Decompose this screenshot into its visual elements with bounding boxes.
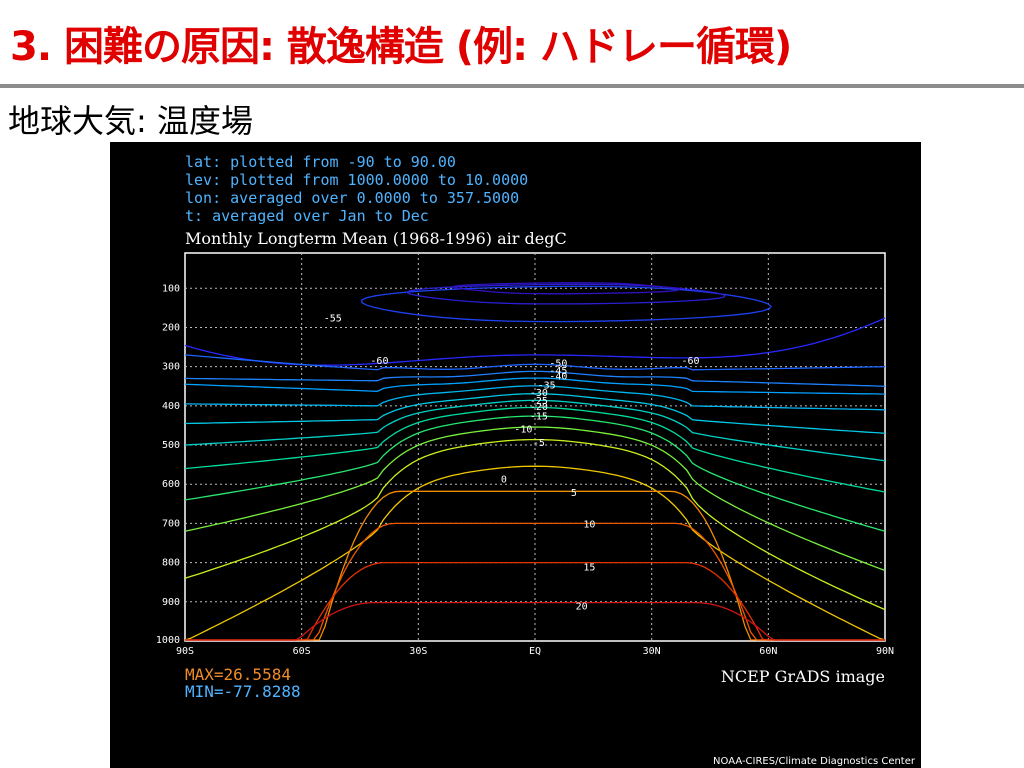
- contour-line: [184, 393, 886, 434]
- contour-chart: lat: plotted from -90 to 90.00 lev: plot…: [156, 153, 916, 767]
- y-tick-label: 1000: [156, 635, 180, 646]
- temperature-contour-figure: lat: plotted from -90 to 90.00 lev: plot…: [110, 142, 921, 768]
- contour-label: 0: [501, 474, 507, 485]
- contour-label: -5: [533, 438, 545, 449]
- x-tick-label: 60N: [759, 646, 777, 657]
- min-value-text: MIN=-77.8288: [185, 682, 301, 701]
- chart-title: Monthly Longterm Mean (1968-1996) air de…: [185, 229, 567, 248]
- y-tick-label: 900: [162, 597, 180, 608]
- contour-label: -45: [549, 366, 567, 377]
- y-tick-label: 400: [162, 401, 180, 412]
- contour-label: -40: [549, 371, 567, 382]
- contour-line: [185, 561, 885, 641]
- max-value-text: MAX=26.5584: [185, 665, 291, 684]
- x-tick-label: 30S: [409, 646, 427, 657]
- contour-label: -15: [530, 412, 548, 423]
- y-tick-label: 300: [162, 362, 180, 373]
- contour-line: [360, 285, 772, 323]
- contour-label: 15: [583, 563, 595, 574]
- contour-line: [184, 426, 886, 572]
- contour-label: -20: [530, 402, 548, 413]
- x-tick-label: EQ: [529, 646, 541, 657]
- contour-line: [184, 399, 886, 462]
- info-line-lev: lev: plotted from 1000.0000 to 10.0000: [185, 171, 528, 189]
- contour-label: 10: [583, 519, 595, 530]
- contour-line: [185, 385, 886, 411]
- credit-text: NOAA-CIRES/Climate Diagnostics Center: [713, 756, 916, 767]
- x-tick-label: 90N: [876, 646, 894, 657]
- contour-label: -30: [530, 388, 548, 399]
- grads-image-label: NCEP GrADS image: [721, 667, 885, 686]
- y-tick-label: 100: [162, 283, 180, 294]
- contour-line: [185, 522, 885, 641]
- contour-line: [184, 370, 886, 387]
- contour-line: [184, 465, 886, 641]
- contour-line: [184, 415, 886, 532]
- contour-label: -55: [324, 314, 342, 325]
- y-tick-label: 800: [162, 558, 180, 569]
- contour-line: [185, 601, 885, 641]
- slide-title: 3. 困難の原因: 散逸構造 (例: ハドレー循環): [10, 24, 792, 70]
- slide-subtitle: 地球大気: 温度場: [8, 102, 253, 140]
- contour-label: -60: [682, 356, 700, 367]
- contour-line: [451, 282, 681, 295]
- contour-label: -35: [538, 380, 556, 391]
- contour-label: 20: [576, 602, 588, 613]
- contour-label: -10: [514, 425, 532, 436]
- contour-line: [184, 406, 886, 493]
- x-tick-label: 30N: [643, 646, 661, 657]
- info-line-time: t: averaged over Jan to Dec: [185, 207, 429, 225]
- y-tick-label: 700: [162, 518, 180, 529]
- contour-line: [184, 354, 886, 371]
- contour-line: [184, 377, 886, 395]
- x-tick-label: 60S: [293, 646, 311, 657]
- info-line-lat: lat: plotted from -90 to 90.00: [185, 153, 456, 171]
- y-tick-label: 200: [162, 322, 180, 333]
- info-line-lon: lon: averaged over 0.0000 to 357.5000: [185, 189, 519, 207]
- contour-label: 5: [571, 488, 577, 499]
- contour-label: -50: [549, 359, 567, 370]
- y-tick-label: 600: [162, 479, 180, 490]
- contour-label: -25: [530, 396, 548, 407]
- y-tick-label: 500: [162, 440, 180, 451]
- contour-label: -60: [370, 356, 388, 367]
- title-divider: [0, 84, 1024, 88]
- x-tick-label: 90S: [176, 646, 194, 657]
- contour-line: [184, 438, 886, 611]
